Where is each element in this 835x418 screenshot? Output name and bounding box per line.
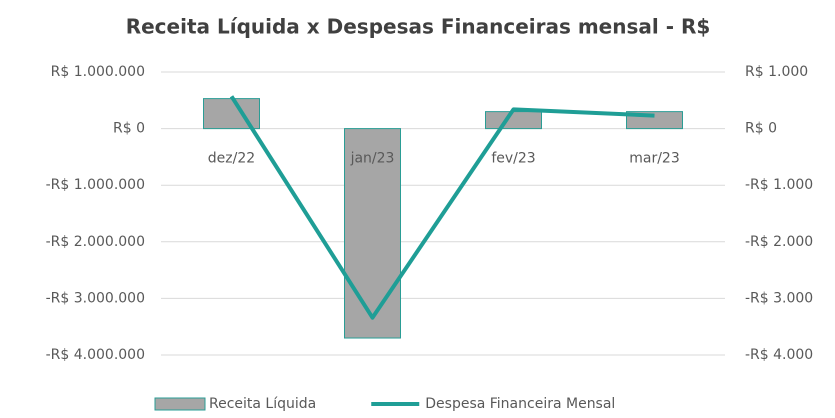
y-tick-label: -R$ 2.000.000	[46, 234, 145, 250]
chart-title: Receita Líquida x Despesas Financeiras m…	[126, 15, 711, 39]
bar	[344, 128, 401, 339]
y2-tick-label: -R$ 3.000	[745, 290, 813, 306]
bar	[485, 111, 542, 130]
legend-swatch	[154, 397, 206, 411]
y-tick-label: -R$ 4.000.000	[46, 347, 145, 363]
y2-tick-label: -R$ 4.000	[745, 347, 813, 363]
x-tick-label: jan/23	[350, 151, 395, 167]
y2-tick-label: R$ 0	[745, 121, 777, 137]
y-tick-label: -R$ 3.000.000	[46, 290, 145, 306]
y2-tick-label: -R$ 2.000	[745, 234, 813, 250]
x-tick-label: fev/23	[491, 151, 535, 167]
y-tick-label: R$ 0	[113, 121, 145, 137]
x-tick-label: dez/22	[208, 151, 255, 167]
x-tick-label: mar/23	[629, 151, 680, 167]
y-tick-label: R$ 1.000.000	[51, 64, 145, 80]
line	[229, 95, 655, 320]
legend-label: Despesa Financeira Mensal	[425, 396, 615, 412]
legend-label: Receita Líquida	[209, 396, 316, 412]
y2-tick-label: R$ 1.000	[745, 64, 808, 80]
y2-tick-label: -R$ 1.000	[745, 177, 813, 193]
y-tick-label: -R$ 1.000.000	[46, 177, 145, 193]
